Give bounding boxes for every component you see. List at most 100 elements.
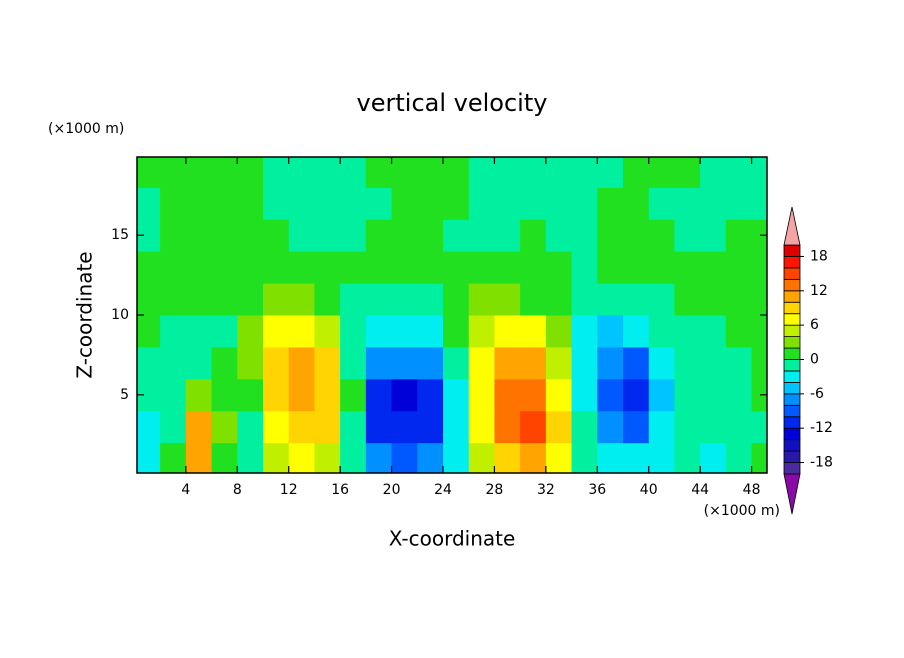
cell (288, 315, 315, 348)
cell (288, 346, 315, 380)
y-tick-label: 10 (111, 307, 129, 323)
colorbar-box (783, 439, 801, 452)
cell (623, 283, 650, 316)
cell (340, 187, 367, 220)
x-units: (×1000 m) (704, 503, 780, 519)
cell (674, 187, 701, 220)
cell (494, 442, 521, 473)
cell (648, 315, 675, 348)
colorbar-box (783, 336, 801, 349)
cell (211, 410, 238, 444)
cell (211, 251, 238, 284)
cell (623, 346, 650, 380)
cell (340, 315, 367, 348)
cell (468, 219, 495, 252)
cell (365, 346, 393, 380)
cell (468, 157, 495, 188)
cell (391, 219, 418, 252)
x-tick-label: 48 (743, 482, 761, 498)
cell (391, 187, 418, 220)
cell (160, 442, 187, 473)
cell (263, 346, 290, 380)
cell (314, 187, 341, 220)
cell (237, 315, 264, 348)
colorbar-arrow-bottom (783, 473, 801, 515)
cell (751, 219, 767, 252)
x-tick-label: 8 (233, 482, 242, 498)
cell (137, 251, 161, 284)
cell (160, 251, 187, 284)
cell (443, 315, 470, 348)
cell (365, 219, 393, 252)
cell (520, 442, 547, 473)
x-tick-label: 24 (434, 482, 452, 498)
cell (571, 283, 598, 316)
cell (137, 187, 161, 220)
cell (648, 442, 675, 473)
cell (468, 187, 495, 220)
cell (365, 315, 393, 348)
cell (185, 157, 213, 188)
cell (443, 251, 470, 284)
cell (417, 442, 444, 473)
cell (571, 219, 598, 252)
cell (545, 251, 573, 284)
colorbar-box (783, 301, 801, 315)
cell (185, 442, 213, 473)
cell (160, 187, 187, 220)
cell (520, 283, 547, 316)
cell (700, 251, 727, 284)
cell (185, 187, 213, 220)
cell (494, 346, 521, 380)
cell (263, 251, 290, 284)
cell (700, 378, 727, 412)
cell (674, 315, 701, 348)
cell (185, 219, 213, 252)
cell (314, 219, 341, 252)
cell (443, 378, 470, 412)
cell (211, 187, 238, 220)
cell (137, 315, 161, 348)
cell (494, 251, 521, 284)
cell (648, 346, 675, 380)
cell (160, 283, 187, 316)
cell (494, 187, 521, 220)
cell (237, 410, 264, 444)
cell (288, 157, 315, 188)
cell (725, 283, 753, 316)
cell (365, 410, 393, 444)
y-tick-label: 5 (120, 387, 129, 403)
cell (700, 346, 727, 380)
cell (160, 410, 187, 444)
cell (623, 315, 650, 348)
cell (417, 378, 444, 412)
cell (288, 219, 315, 252)
cell (520, 346, 547, 380)
cell (700, 442, 727, 473)
cell (623, 410, 650, 444)
cell (237, 283, 264, 316)
cell (648, 157, 675, 188)
x-tick-label: 44 (691, 482, 709, 498)
colorbar-box (783, 359, 801, 372)
cell (545, 283, 573, 316)
cell (237, 187, 264, 220)
cell (288, 410, 315, 444)
cell (623, 442, 650, 473)
cell (365, 251, 393, 284)
cell (160, 315, 187, 348)
cell (137, 346, 161, 380)
colorbar-box (783, 393, 801, 406)
cell (700, 219, 727, 252)
cell (674, 442, 701, 473)
cell (365, 283, 393, 316)
cell (340, 251, 367, 284)
colorbar-tick-label: 12 (810, 283, 828, 299)
cell (417, 157, 444, 188)
cell (648, 219, 675, 252)
cell (263, 283, 290, 316)
x-tick-label: 28 (486, 482, 504, 498)
cell (597, 251, 624, 284)
cell (137, 283, 161, 316)
